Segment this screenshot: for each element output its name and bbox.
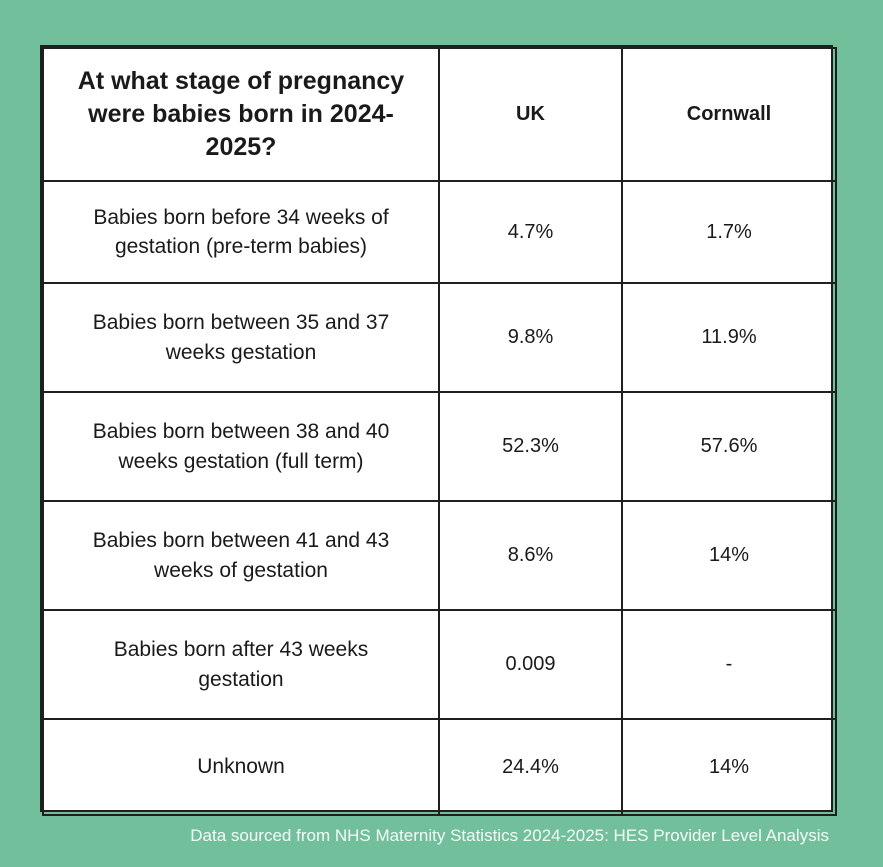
row-label: Babies born between 35 and 37 weeks gest…: [42, 282, 440, 393]
table-row: Babies born between 38 and 40 weeks gest…: [42, 391, 837, 502]
table-header-row: At what stage of pregnancy were babies b…: [42, 47, 837, 182]
cell-uk: 24.4%: [438, 718, 623, 816]
cell-uk: 52.3%: [438, 391, 623, 502]
row-label: Babies born after 43 weeks gestation: [42, 609, 440, 720]
column-header-uk: UK: [438, 47, 623, 182]
table-row: Babies born before 34 weeks of gestation…: [42, 180, 837, 284]
row-label: Unknown: [42, 718, 440, 816]
row-label: Babies born before 34 weeks of gestation…: [42, 180, 440, 284]
cell-cornwall: 14%: [621, 500, 837, 611]
cell-cornwall: 57.6%: [621, 391, 837, 502]
cell-cornwall: 11.9%: [621, 282, 837, 393]
table-row: Babies born after 43 weeks gestation 0.0…: [42, 609, 837, 720]
table-row: Babies born between 41 and 43 weeks of g…: [42, 500, 837, 611]
cell-uk: 9.8%: [438, 282, 623, 393]
row-label: Babies born between 41 and 43 weeks of g…: [42, 500, 440, 611]
cell-cornwall: 14%: [621, 718, 837, 816]
row-label: Babies born between 38 and 40 weeks gest…: [42, 391, 440, 502]
column-header-cornwall: Cornwall: [621, 47, 837, 182]
source-note: Data sourced from NHS Maternity Statisti…: [190, 826, 829, 845]
table-row: Unknown 24.4% 14%: [42, 718, 837, 816]
cell-uk: 0.009: [438, 609, 623, 720]
cell-cornwall: -: [621, 609, 837, 720]
cell-uk: 4.7%: [438, 180, 623, 284]
table-title: At what stage of pregnancy were babies b…: [42, 47, 440, 182]
cell-cornwall: 1.7%: [621, 180, 837, 284]
stats-table-container: At what stage of pregnancy were babies b…: [40, 45, 837, 816]
table-row: Babies born between 35 and 37 weeks gest…: [42, 282, 837, 393]
gestation-stats-table: At what stage of pregnancy were babies b…: [42, 47, 837, 816]
cell-uk: 8.6%: [438, 500, 623, 611]
